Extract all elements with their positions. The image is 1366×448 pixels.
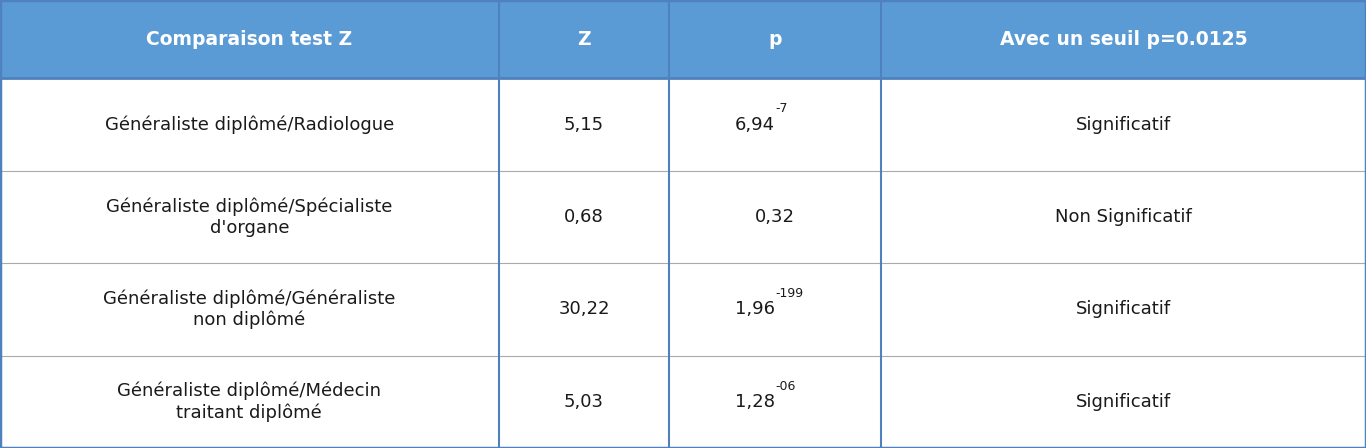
- Bar: [669, 0, 881, 78]
- Bar: [0, 356, 1366, 448]
- Bar: [0, 263, 1366, 356]
- Text: -199: -199: [776, 287, 803, 300]
- Bar: [0, 78, 1366, 171]
- Text: Généraliste diplômé/Spécialiste
d'organe: Généraliste diplômé/Spécialiste d'organe: [107, 198, 392, 237]
- Text: 0,32: 0,32: [755, 208, 795, 226]
- Text: Significatif: Significatif: [1076, 393, 1171, 411]
- Text: Généraliste diplômé/Radiologue: Généraliste diplômé/Radiologue: [105, 115, 393, 134]
- Bar: [499, 0, 669, 78]
- Text: 1,28: 1,28: [735, 393, 776, 411]
- Bar: [0, 0, 499, 78]
- Text: Z: Z: [578, 30, 590, 49]
- Text: Non Significatif: Non Significatif: [1055, 208, 1193, 226]
- Text: Généraliste diplômé/Médecin
traitant diplômé: Généraliste diplômé/Médecin traitant dip…: [117, 382, 381, 422]
- Text: Comparaison test Z: Comparaison test Z: [146, 30, 352, 49]
- Text: 6,94: 6,94: [735, 116, 776, 134]
- Text: 0,68: 0,68: [564, 208, 604, 226]
- Text: -7: -7: [776, 103, 788, 116]
- Text: p: p: [769, 30, 781, 49]
- Bar: [881, 0, 1366, 78]
- Text: Significatif: Significatif: [1076, 116, 1171, 134]
- Text: Significatif: Significatif: [1076, 301, 1171, 319]
- Bar: [0, 171, 1366, 263]
- Text: 5,15: 5,15: [564, 116, 604, 134]
- Text: Généraliste diplômé/Généraliste
non diplômé: Généraliste diplômé/Généraliste non dipl…: [102, 289, 396, 329]
- Text: 1,96: 1,96: [735, 301, 776, 319]
- Text: 30,22: 30,22: [559, 301, 609, 319]
- Text: 5,03: 5,03: [564, 393, 604, 411]
- Text: Avec un seuil p=0.0125: Avec un seuil p=0.0125: [1000, 30, 1247, 49]
- Text: -06: -06: [776, 379, 795, 392]
